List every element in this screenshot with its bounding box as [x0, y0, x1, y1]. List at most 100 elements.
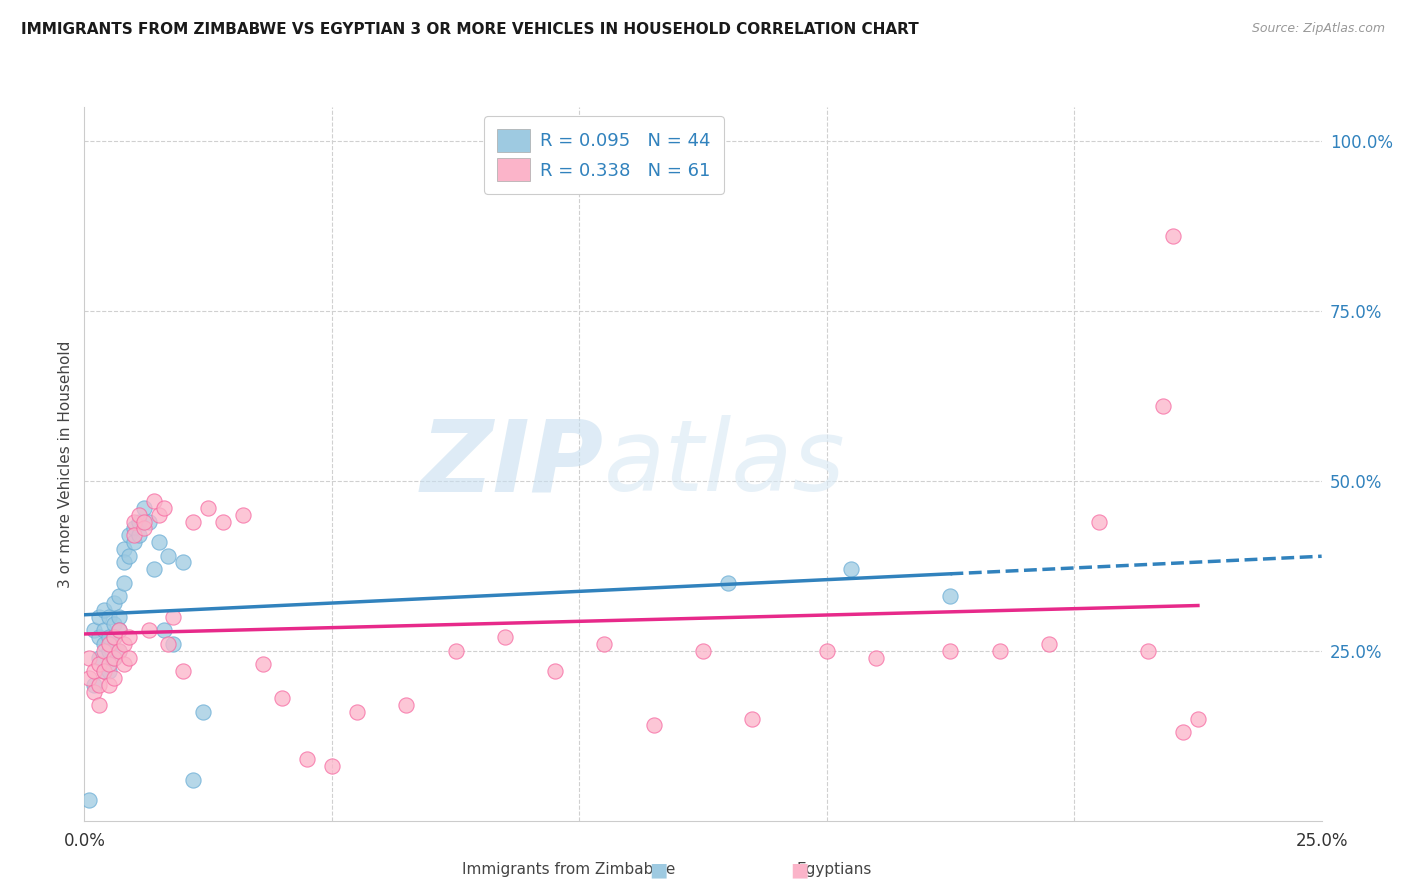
Point: [1137, 644, 1160, 658]
Point: [157, 637, 180, 651]
Point: [152, 501, 174, 516]
Point: [89, 698, 111, 712]
Point: [108, 644, 131, 658]
Text: Immigrants from Zimbabwe: Immigrants from Zimbabwe: [461, 863, 675, 877]
Point: [122, 521, 145, 535]
Point: [89, 630, 111, 644]
Point: [93, 637, 115, 651]
Point: [252, 657, 274, 672]
Point: [197, 501, 219, 516]
Point: [79, 671, 101, 685]
Legend: R = 0.095   N = 44, R = 0.338   N = 61: R = 0.095 N = 44, R = 0.338 N = 61: [485, 116, 724, 194]
Point: [112, 657, 135, 672]
Point: [132, 521, 155, 535]
Point: [841, 562, 863, 576]
Y-axis label: 3 or more Vehicles in Household: 3 or more Vehicles in Household: [58, 340, 73, 588]
Point: [1171, 725, 1194, 739]
Point: [112, 541, 135, 556]
Point: [138, 624, 160, 638]
Point: [103, 630, 125, 644]
Point: [132, 501, 155, 516]
Point: [103, 630, 125, 644]
Point: [93, 624, 115, 638]
Point: [89, 609, 111, 624]
Point: [98, 637, 121, 651]
Point: [108, 609, 131, 624]
Point: [103, 650, 125, 665]
Point: [162, 609, 184, 624]
Text: atlas: atlas: [605, 416, 845, 512]
Point: [83, 684, 105, 698]
Point: [89, 678, 111, 692]
Point: [444, 644, 467, 658]
Point: [108, 624, 131, 638]
Point: [98, 657, 121, 672]
Point: [152, 624, 174, 638]
Point: [593, 637, 616, 651]
Point: [172, 555, 194, 569]
Point: [93, 664, 115, 678]
Point: [142, 494, 165, 508]
Point: [118, 549, 141, 563]
Point: [295, 752, 318, 766]
Point: [89, 650, 111, 665]
Point: [494, 630, 516, 644]
Point: [191, 705, 214, 719]
Point: [988, 644, 1011, 658]
Point: [157, 549, 180, 563]
Point: [132, 515, 155, 529]
Point: [93, 603, 115, 617]
Point: [172, 664, 194, 678]
Text: ■: ■: [790, 860, 808, 880]
Point: [741, 712, 763, 726]
Point: [83, 678, 105, 692]
Point: [98, 630, 121, 644]
Point: [232, 508, 254, 522]
Point: [79, 650, 101, 665]
Point: [643, 718, 665, 732]
Point: [103, 671, 125, 685]
Point: [93, 644, 115, 658]
Point: [79, 793, 101, 807]
Point: [112, 555, 135, 569]
Point: [321, 759, 343, 773]
Point: [271, 691, 294, 706]
Point: [212, 515, 235, 529]
Point: [112, 637, 135, 651]
Point: [128, 528, 150, 542]
Point: [1161, 229, 1184, 244]
Point: [346, 705, 368, 719]
Text: Source: ZipAtlas.com: Source: ZipAtlas.com: [1251, 22, 1385, 36]
Point: [118, 650, 141, 665]
Point: [543, 664, 565, 678]
Point: [89, 657, 111, 672]
Point: [865, 650, 887, 665]
Point: [138, 515, 160, 529]
Text: ■: ■: [650, 860, 668, 880]
Point: [118, 528, 141, 542]
Point: [103, 616, 125, 631]
Point: [162, 637, 184, 651]
Point: [148, 508, 170, 522]
Point: [98, 609, 121, 624]
Point: [83, 664, 105, 678]
Point: [108, 624, 131, 638]
Point: [395, 698, 418, 712]
Point: [122, 528, 145, 542]
Point: [1152, 399, 1174, 413]
Point: [815, 644, 838, 658]
Point: [128, 508, 150, 522]
Text: Egyptians: Egyptians: [796, 863, 872, 877]
Point: [98, 644, 121, 658]
Point: [181, 515, 204, 529]
Point: [103, 650, 125, 665]
Point: [118, 630, 141, 644]
Point: [717, 575, 740, 590]
Point: [692, 644, 714, 658]
Point: [128, 515, 150, 529]
Point: [122, 515, 145, 529]
Point: [142, 562, 165, 576]
Point: [148, 535, 170, 549]
Point: [939, 644, 962, 658]
Point: [1038, 637, 1060, 651]
